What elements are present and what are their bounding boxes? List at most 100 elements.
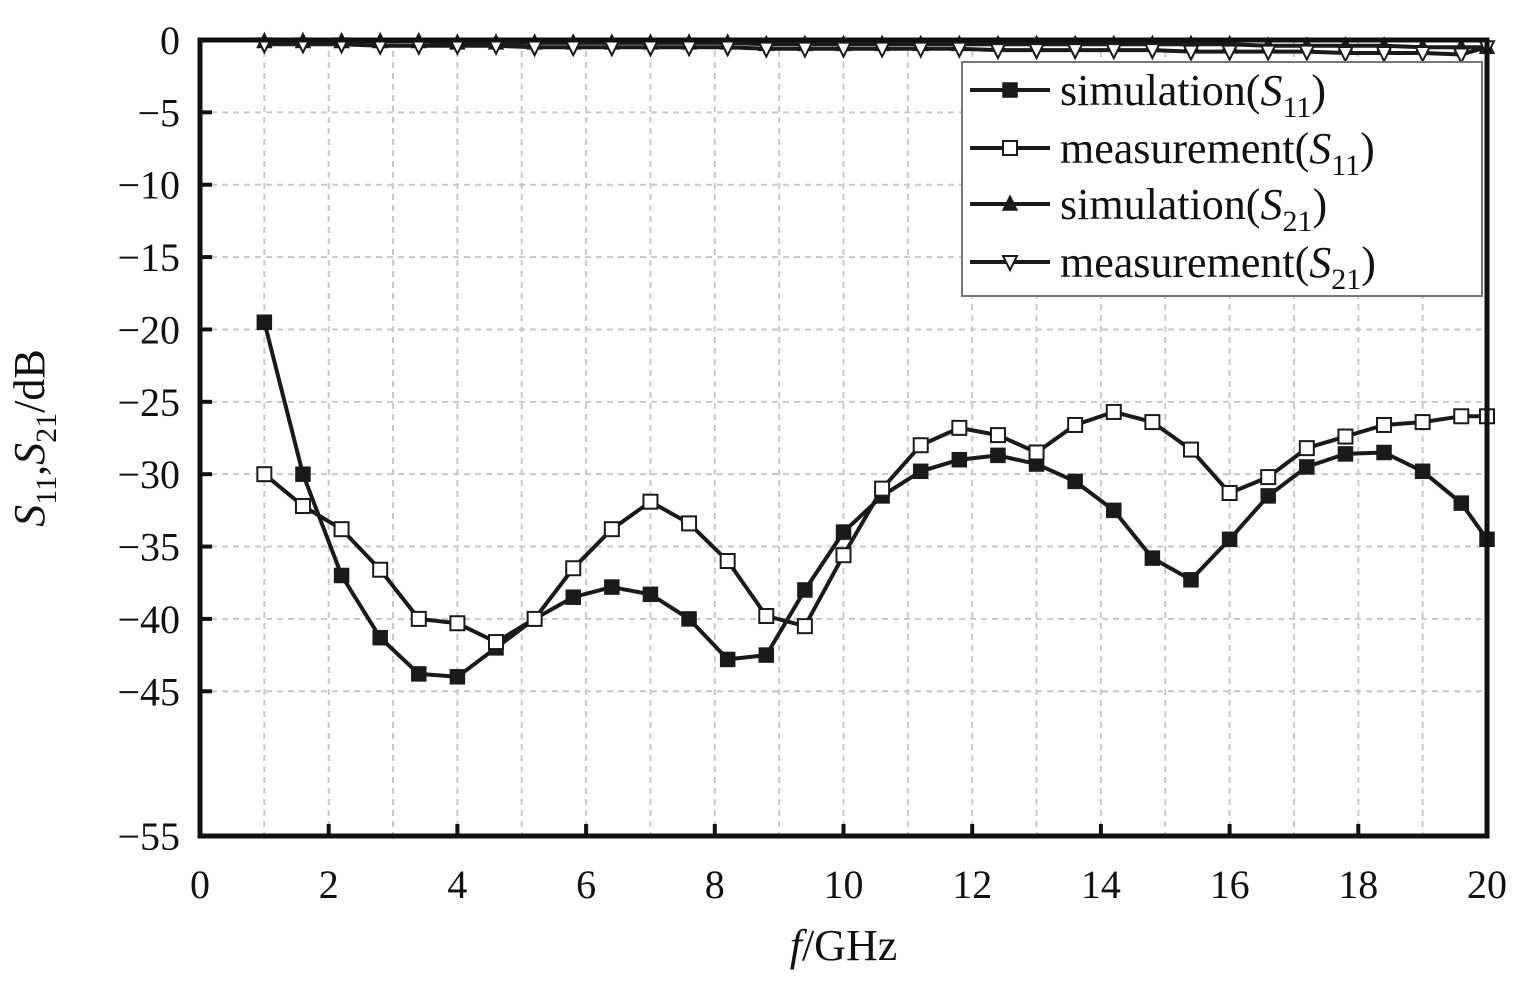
x-tick-label: 10	[824, 862, 864, 907]
data-point	[912, 41, 930, 59]
y-axis-title-s21-symbol: S	[5, 443, 54, 465]
legend-label-sub: 21	[1282, 205, 1312, 238]
data-point	[1221, 531, 1238, 548]
y-axis-title-comma: ,	[5, 465, 54, 476]
data-point	[526, 610, 543, 627]
data-point	[719, 553, 736, 570]
data-point	[603, 521, 620, 538]
data-point	[333, 567, 350, 584]
legend-marker	[1001, 255, 1019, 273]
data-point	[410, 610, 427, 627]
data-point	[758, 647, 775, 663]
y-axis: 0 −5 −10 −15 −20 −25 −30 −35 −40 −45 −55	[117, 18, 212, 859]
y-axis-title-s11-symbol: S	[5, 505, 54, 527]
data-point	[990, 447, 1006, 464]
x-tick-label: 4	[447, 862, 467, 907]
data-point	[372, 561, 389, 578]
legend-marker	[1001, 194, 1019, 211]
legend-label-sub: 11	[1282, 91, 1311, 124]
data-point	[642, 586, 659, 603]
data-point	[950, 41, 968, 59]
y-tick-label: −45	[117, 669, 180, 714]
data-point	[604, 579, 620, 595]
data-point	[1027, 43, 1046, 61]
data-point	[565, 589, 581, 605]
data-point	[912, 463, 929, 480]
data-point	[1298, 44, 1316, 62]
x-tick-label: 14	[1081, 862, 1121, 907]
legend-item: simulation(S21)	[970, 180, 1327, 238]
data-point	[796, 618, 813, 635]
data-point	[757, 41, 775, 59]
legend-marker	[1002, 140, 1018, 156]
data-point	[256, 466, 273, 483]
legend-label-symbol: S	[1260, 66, 1282, 115]
legend-label-main: measurement(	[1060, 238, 1309, 287]
x-tick-label: 6	[576, 862, 596, 907]
data-point	[1375, 46, 1393, 64]
data-point	[951, 451, 968, 468]
data-point	[1337, 446, 1354, 462]
data-point	[758, 608, 775, 625]
data-point	[1105, 403, 1122, 420]
data-point	[951, 419, 968, 436]
y-tick-label: −55	[117, 814, 180, 859]
y-axis-title: S11,S21/dB	[5, 349, 63, 526]
data-point	[1105, 43, 1123, 61]
x-axis: 0 2 4 6 8 10 12 14 16 18 20	[190, 824, 1507, 907]
data-point	[834, 41, 853, 59]
data-point	[1028, 444, 1045, 461]
legend: simulation(S11)measurement(S11)simulatio…	[961, 61, 1483, 297]
y-tick-label: −30	[117, 452, 180, 497]
data-point	[295, 466, 311, 482]
data-point	[1144, 414, 1161, 431]
data-point	[681, 515, 698, 532]
legend-label: measurement(S11)	[1060, 124, 1375, 182]
data-point	[1453, 495, 1470, 511]
data-point	[1414, 46, 1432, 64]
data-point	[1106, 502, 1122, 519]
data-point	[719, 651, 736, 668]
x-axis-title-unit: /GHz	[802, 921, 897, 970]
data-point	[1414, 414, 1431, 431]
data-point	[835, 524, 852, 540]
data-point	[1414, 463, 1431, 480]
data-point	[1260, 488, 1276, 504]
x-tick-label: 12	[952, 862, 992, 907]
legend-label-symbol: S	[1260, 180, 1282, 229]
data-point	[1260, 469, 1277, 486]
series-3	[255, 37, 1496, 65]
x-tick-label: 20	[1467, 862, 1507, 907]
legend-item: simulation(S11)	[970, 66, 1326, 124]
data-point	[449, 669, 466, 685]
data-point	[989, 43, 1007, 61]
y-tick-label: 0	[160, 18, 180, 63]
data-point	[565, 560, 582, 577]
data-point	[642, 493, 659, 510]
data-point	[1183, 572, 1199, 588]
data-point	[1376, 444, 1392, 461]
data-point	[1259, 44, 1277, 62]
data-point	[1376, 416, 1393, 433]
legend-item: measurement(S21)	[970, 238, 1376, 296]
x-tick-label: 18	[1338, 862, 1378, 907]
y-tick-label: −5	[137, 90, 180, 135]
data-point	[1337, 428, 1354, 445]
legend-label-close: )	[1312, 180, 1327, 229]
legend-label-symbol: S	[1309, 238, 1331, 287]
data-point	[1182, 44, 1200, 62]
data-point	[873, 41, 891, 59]
data-point	[989, 427, 1006, 444]
data-point	[796, 41, 814, 59]
x-tick-label: 0	[190, 862, 210, 907]
legend-label-sub: 21	[1331, 263, 1361, 296]
data-point	[1298, 440, 1315, 457]
data-point	[1066, 43, 1084, 61]
legend-label-main: simulation(	[1060, 66, 1260, 115]
data-point	[333, 521, 350, 538]
data-point	[1220, 44, 1239, 62]
y-axis-title-unit: /dB	[5, 349, 54, 413]
data-point	[411, 666, 427, 682]
data-point	[1067, 416, 1084, 433]
